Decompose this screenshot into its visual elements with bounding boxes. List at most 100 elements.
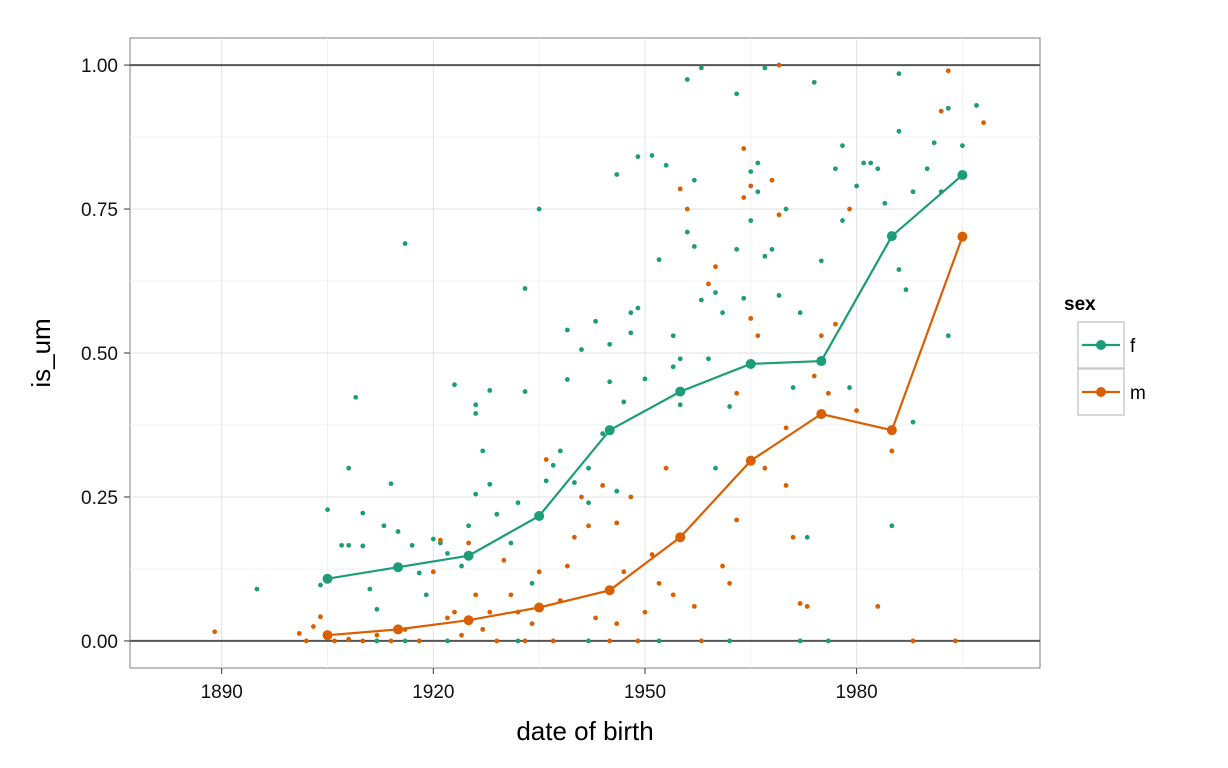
scatter-point-f <box>776 293 782 298</box>
series-marker-f <box>816 356 827 367</box>
scatter-point-f <box>607 379 613 385</box>
scatter-point-f <box>614 488 620 494</box>
series-marker-f <box>463 550 474 561</box>
scatter-point-m <box>346 636 352 642</box>
scatter-point-m <box>670 592 676 598</box>
series-marker-m <box>745 455 756 466</box>
scatter-point-m <box>452 609 457 615</box>
scatter-point-f <box>480 448 486 454</box>
scatter-point-m <box>713 264 718 270</box>
scatter-point-m <box>825 390 831 396</box>
scatter-point-m <box>536 569 542 575</box>
scatter-point-m <box>656 580 662 586</box>
scatter-point-f <box>402 638 408 644</box>
x-tick-label: 1890 <box>201 682 243 703</box>
scatter-point-f <box>748 218 754 223</box>
scatter-point-f <box>931 140 937 146</box>
scatter-point-m <box>459 632 464 638</box>
scatter-point-f <box>755 160 761 166</box>
scatter-point-f <box>529 580 535 586</box>
scatter-point-f <box>459 563 464 569</box>
scatter-point-f <box>628 330 634 336</box>
scatter-point-m <box>741 146 747 151</box>
scatter-point-m <box>388 638 394 644</box>
scatter-point-m <box>811 373 817 379</box>
series-marker-m <box>675 532 686 543</box>
scatter-point-f <box>614 172 620 177</box>
scatter-point-m <box>684 206 690 212</box>
x-tick-label: 1980 <box>835 682 877 703</box>
series-marker-f <box>534 510 545 521</box>
scatter-point-f <box>515 638 521 644</box>
scatter-point-f <box>684 77 690 82</box>
scatter-point-m <box>642 609 648 615</box>
scatter-point-m <box>586 523 591 529</box>
scatter-point-f <box>713 465 718 471</box>
scatter-point-m <box>529 621 535 627</box>
scatter-point-f <box>445 638 450 644</box>
scatter-point-m <box>706 281 711 287</box>
scatter-point-f <box>339 542 345 548</box>
scatter-point-f <box>910 419 916 425</box>
scatter-point-f <box>804 534 810 540</box>
scatter-point-m <box>952 638 958 644</box>
series-marker-f <box>675 386 686 397</box>
scatter-point-f <box>847 385 852 390</box>
scatter-point-f <box>896 128 902 134</box>
scatter-point-m <box>522 638 528 644</box>
scatter-point-m <box>480 627 486 632</box>
scatter-point-f <box>974 102 979 108</box>
series-marker-f <box>322 573 333 584</box>
scatter-point-m <box>303 638 309 644</box>
scatter-point-f <box>445 551 450 556</box>
scatter-point-m <box>466 540 472 546</box>
x-tick-label: 1920 <box>412 682 454 703</box>
scatter-point-m <box>621 569 627 575</box>
scatter-point-m <box>614 621 620 627</box>
scatter-point-f <box>593 318 598 324</box>
scatter-point-f <box>924 166 930 172</box>
scatter-point-f <box>416 570 422 576</box>
scatter-point-f <box>677 356 683 362</box>
scatter-point-f <box>706 356 711 362</box>
scatter-point-m <box>508 592 514 598</box>
scatter-point-f <box>691 177 697 183</box>
scatter-point-f <box>945 333 951 339</box>
series-marker-m <box>534 602 545 613</box>
scatter-point-f <box>698 297 704 303</box>
x-axis: 1890 1920 1950 1980 <box>201 668 878 703</box>
scatter-point-f <box>586 465 591 471</box>
scatter-point-m <box>374 632 380 638</box>
scatter-point-m <box>600 483 606 488</box>
scatter-point-m <box>910 638 916 644</box>
scatter-point-f <box>353 394 359 400</box>
legend-keys: fm <box>1077 321 1146 416</box>
scatter-point-m <box>748 183 754 189</box>
scatter-point-f <box>579 347 584 352</box>
scatter-point-m <box>649 552 655 557</box>
scatter-point-f <box>430 536 436 542</box>
scatter-point-m <box>212 629 218 635</box>
scatter-point-f <box>600 431 606 437</box>
scatter-point-m <box>776 62 782 68</box>
scatter-point-m <box>875 603 881 609</box>
scatter-point-f <box>409 542 415 548</box>
scatter-point-f <box>586 638 591 644</box>
scatter-point-m <box>572 534 577 540</box>
scatter-point-f <box>360 510 366 516</box>
scatter-point-f <box>473 402 479 408</box>
scatter-point-f <box>720 310 725 316</box>
scatter-point-f <box>395 529 401 534</box>
scatter-point-f <box>945 105 951 111</box>
scatter-point-f <box>635 305 641 311</box>
scatter-point-m <box>755 333 761 339</box>
scatter-point-m <box>833 321 838 327</box>
scatter-point-f <box>889 523 895 529</box>
scatter-point-f <box>522 389 528 394</box>
scatter-point-m <box>854 408 859 413</box>
scatter-point-f <box>734 246 740 252</box>
scatter-point-f <box>374 606 380 612</box>
y-tick-label: 1.00 <box>81 56 118 77</box>
scatter-point-m <box>494 638 500 644</box>
scatter-point-f <box>346 465 352 471</box>
